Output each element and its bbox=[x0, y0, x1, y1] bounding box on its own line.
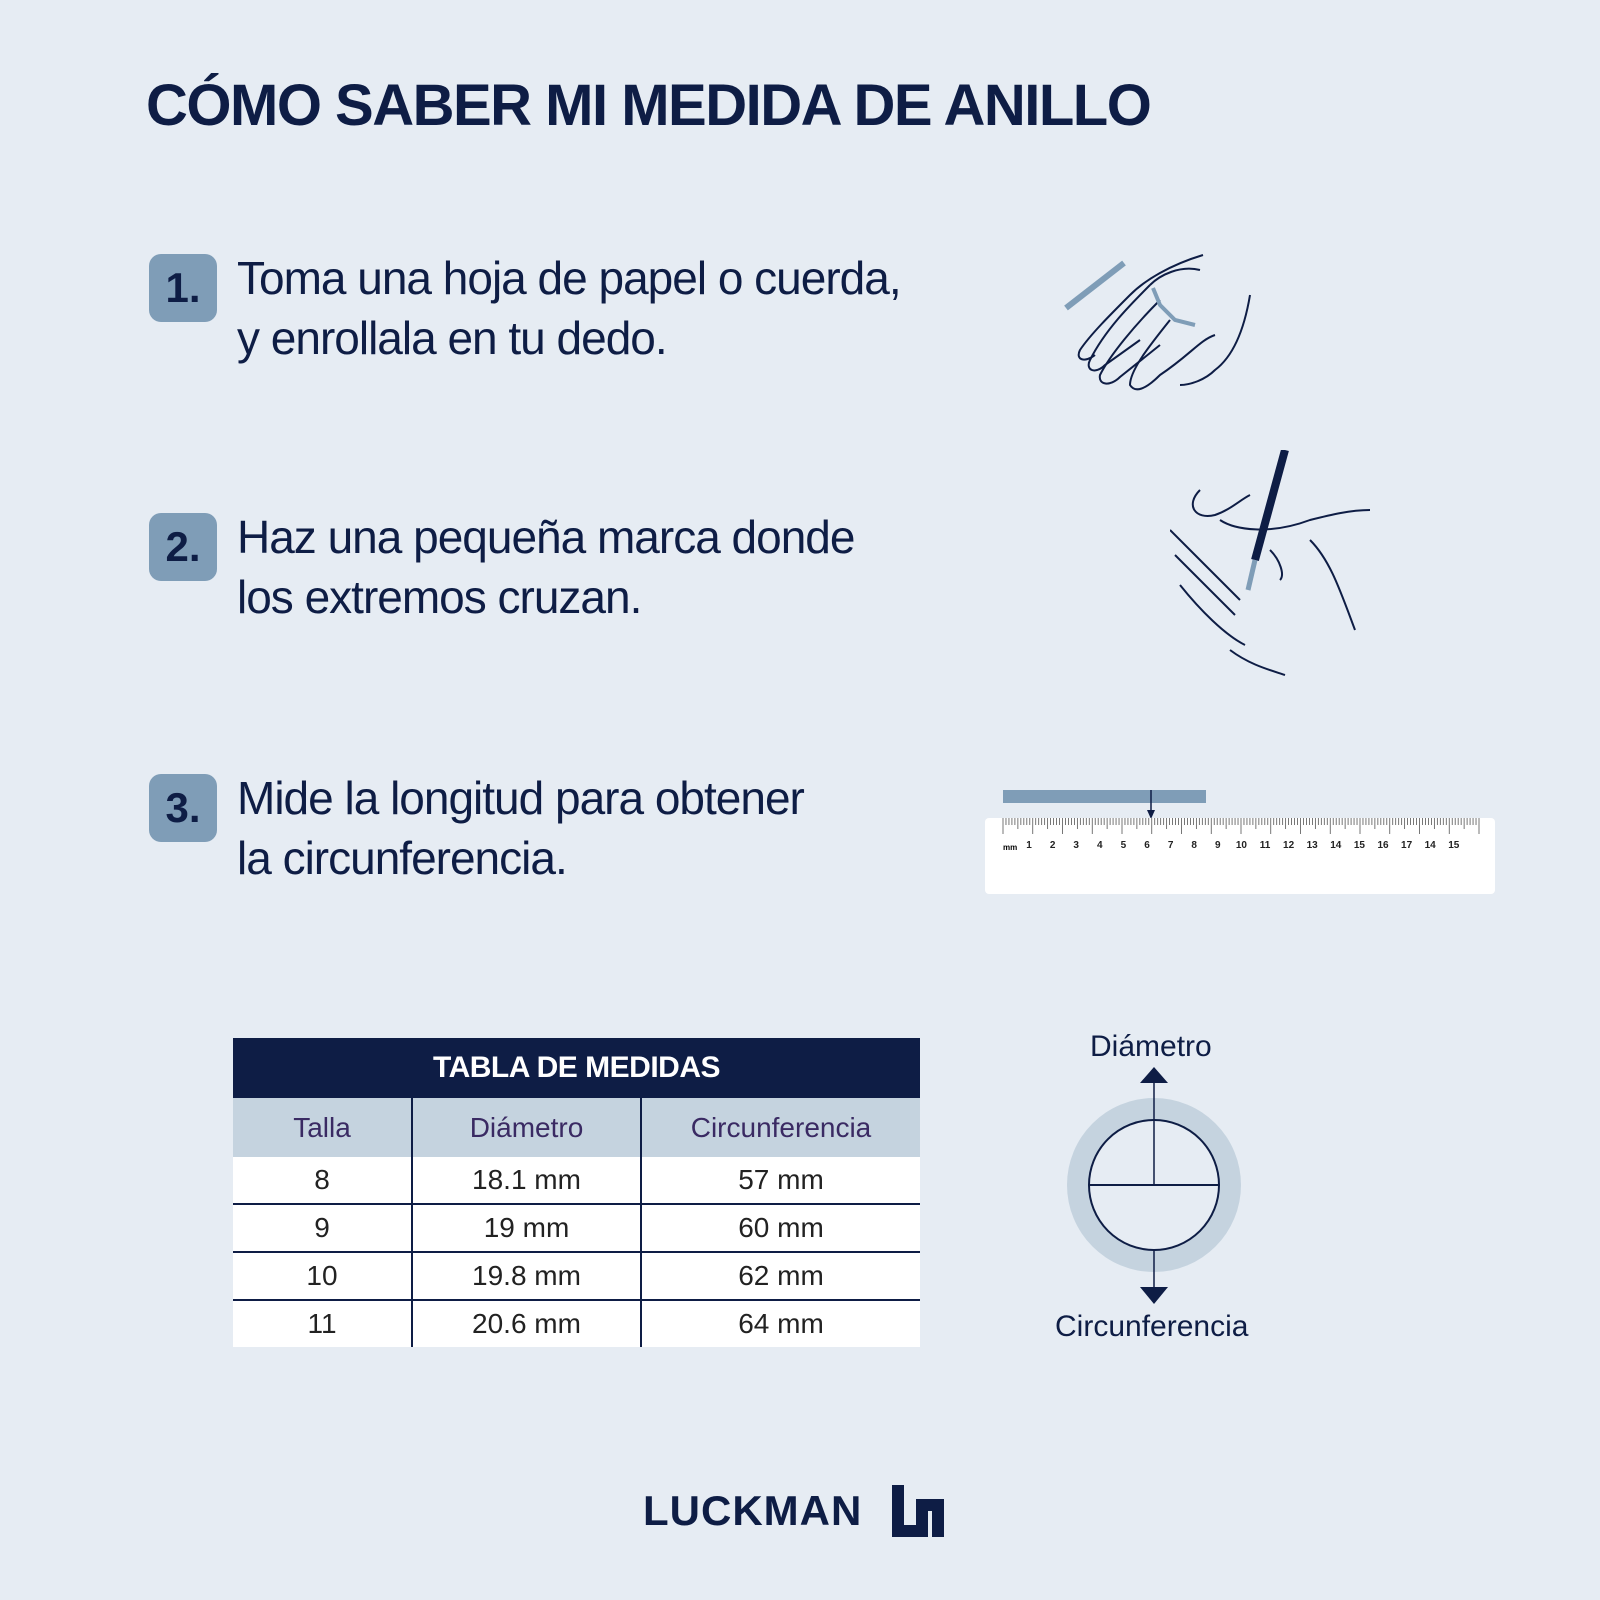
hand-wrapping-paper-icon bbox=[1064, 254, 1251, 391]
step-line: Toma una hoja de papel o cuerda, bbox=[237, 252, 902, 304]
ruler-label: 14 bbox=[1425, 840, 1437, 851]
ring-diagram-icon bbox=[1067, 1067, 1241, 1304]
step-text: Mide la longitud para obtener la circunf… bbox=[237, 768, 805, 888]
cell: 62 mm bbox=[641, 1251, 920, 1300]
arrow-down-icon bbox=[1147, 790, 1155, 819]
cell: 18.1 mm bbox=[412, 1157, 642, 1204]
table-title: TABLA DE MEDIDAS bbox=[233, 1038, 920, 1098]
ruler-label: 17 bbox=[1401, 840, 1413, 851]
ruler-label: 2 bbox=[1050, 840, 1056, 851]
brand-logo: LUCKMAN bbox=[643, 1485, 945, 1537]
ruler-label: 15 bbox=[1354, 840, 1366, 851]
table-row: 11 20.6 mm 64 mm bbox=[233, 1299, 920, 1347]
step-text: Toma una hoja de papel o cuerda, y enrol… bbox=[237, 248, 902, 368]
cell: 8 bbox=[233, 1157, 413, 1204]
ruler-label: 11 bbox=[1260, 840, 1271, 851]
cell: 19 mm bbox=[412, 1203, 642, 1252]
step-number-badge: 1. bbox=[149, 254, 217, 322]
ruler-label: 1 bbox=[1026, 840, 1032, 851]
step-number-badge: 2. bbox=[149, 513, 217, 581]
step-1: 1. Toma una hoja de papel o cuerda, y en… bbox=[149, 252, 902, 368]
paper-strip bbox=[1003, 790, 1206, 803]
ruler-label: 15 bbox=[1448, 840, 1460, 851]
cell: 60 mm bbox=[641, 1203, 920, 1252]
step-number-badge: 3. bbox=[149, 774, 217, 842]
cell: 19.8 mm bbox=[412, 1251, 642, 1300]
cell: 20.6 mm bbox=[412, 1299, 642, 1347]
step-line: Mide la longitud para obtener bbox=[237, 772, 805, 824]
hand-marking-pen-icon bbox=[1170, 450, 1371, 676]
table-row: 10 19.8 mm 62 mm bbox=[233, 1251, 920, 1300]
cell: 9 bbox=[233, 1203, 413, 1252]
ruler-label: 10 bbox=[1236, 840, 1248, 851]
ruler-label: 14 bbox=[1330, 840, 1342, 851]
diameter-label: Diámetro bbox=[1090, 1030, 1212, 1063]
step-text: Haz una pequeña marca donde los extremos… bbox=[237, 507, 855, 627]
ruler-label: 5 bbox=[1121, 840, 1127, 851]
ruler-label: 7 bbox=[1168, 840, 1174, 851]
step-2: 2. Haz una pequeña marca donde los extre… bbox=[149, 511, 855, 627]
table-row: 9 19 mm 60 mm bbox=[233, 1203, 920, 1252]
ruler-label: 3 bbox=[1073, 840, 1079, 851]
table-row: 8 18.1 mm 57 mm bbox=[233, 1157, 920, 1204]
page-title: CÓMO SABER MI MEDIDA DE ANILLO bbox=[146, 73, 1152, 138]
ruler-label: 6 bbox=[1144, 840, 1150, 851]
ruler-label: 9 bbox=[1215, 840, 1221, 851]
luckman-logo-icon bbox=[892, 1485, 945, 1537]
ruler-unit: mm bbox=[1003, 843, 1017, 852]
ruler-scale: mm 1 2 3 4 5 6 7 8 9 10 11 12 13 14 15 16 17 14 15 bbox=[1002, 818, 1480, 852]
ruler-label: 8 bbox=[1191, 840, 1197, 851]
step-line: y enrollala en tu dedo. bbox=[237, 312, 668, 364]
step-3: 3. Mide la longitud para obtener la circ… bbox=[149, 772, 805, 888]
ruler-label: 13 bbox=[1307, 840, 1319, 851]
brand-name: LUCKMAN bbox=[643, 1487, 863, 1534]
ruler-label: 4 bbox=[1097, 840, 1103, 851]
step-line: la circunferencia. bbox=[237, 832, 568, 884]
cell: 11 bbox=[233, 1299, 413, 1347]
column-header: Circunferencia bbox=[641, 1098, 920, 1157]
column-header: Talla bbox=[233, 1098, 413, 1157]
cell: 10 bbox=[233, 1251, 413, 1300]
ruler-label: 16 bbox=[1377, 840, 1389, 851]
circumference-label: Circunferencia bbox=[1055, 1310, 1249, 1343]
size-table: TABLA DE MEDIDAS Talla Diámetro Circunfe… bbox=[233, 1038, 920, 1347]
step-line: los extremos cruzan. bbox=[237, 571, 642, 623]
cell: 57 mm bbox=[641, 1157, 920, 1204]
column-header: Diámetro bbox=[412, 1098, 642, 1157]
ruler-label: 12 bbox=[1283, 840, 1295, 851]
cell: 64 mm bbox=[641, 1299, 920, 1347]
step-line: Haz una pequeña marca donde bbox=[237, 511, 855, 563]
ruler: mm 1 2 3 4 5 6 7 8 9 10 11 12 13 14 15 16 17 14 15 bbox=[985, 818, 1495, 894]
